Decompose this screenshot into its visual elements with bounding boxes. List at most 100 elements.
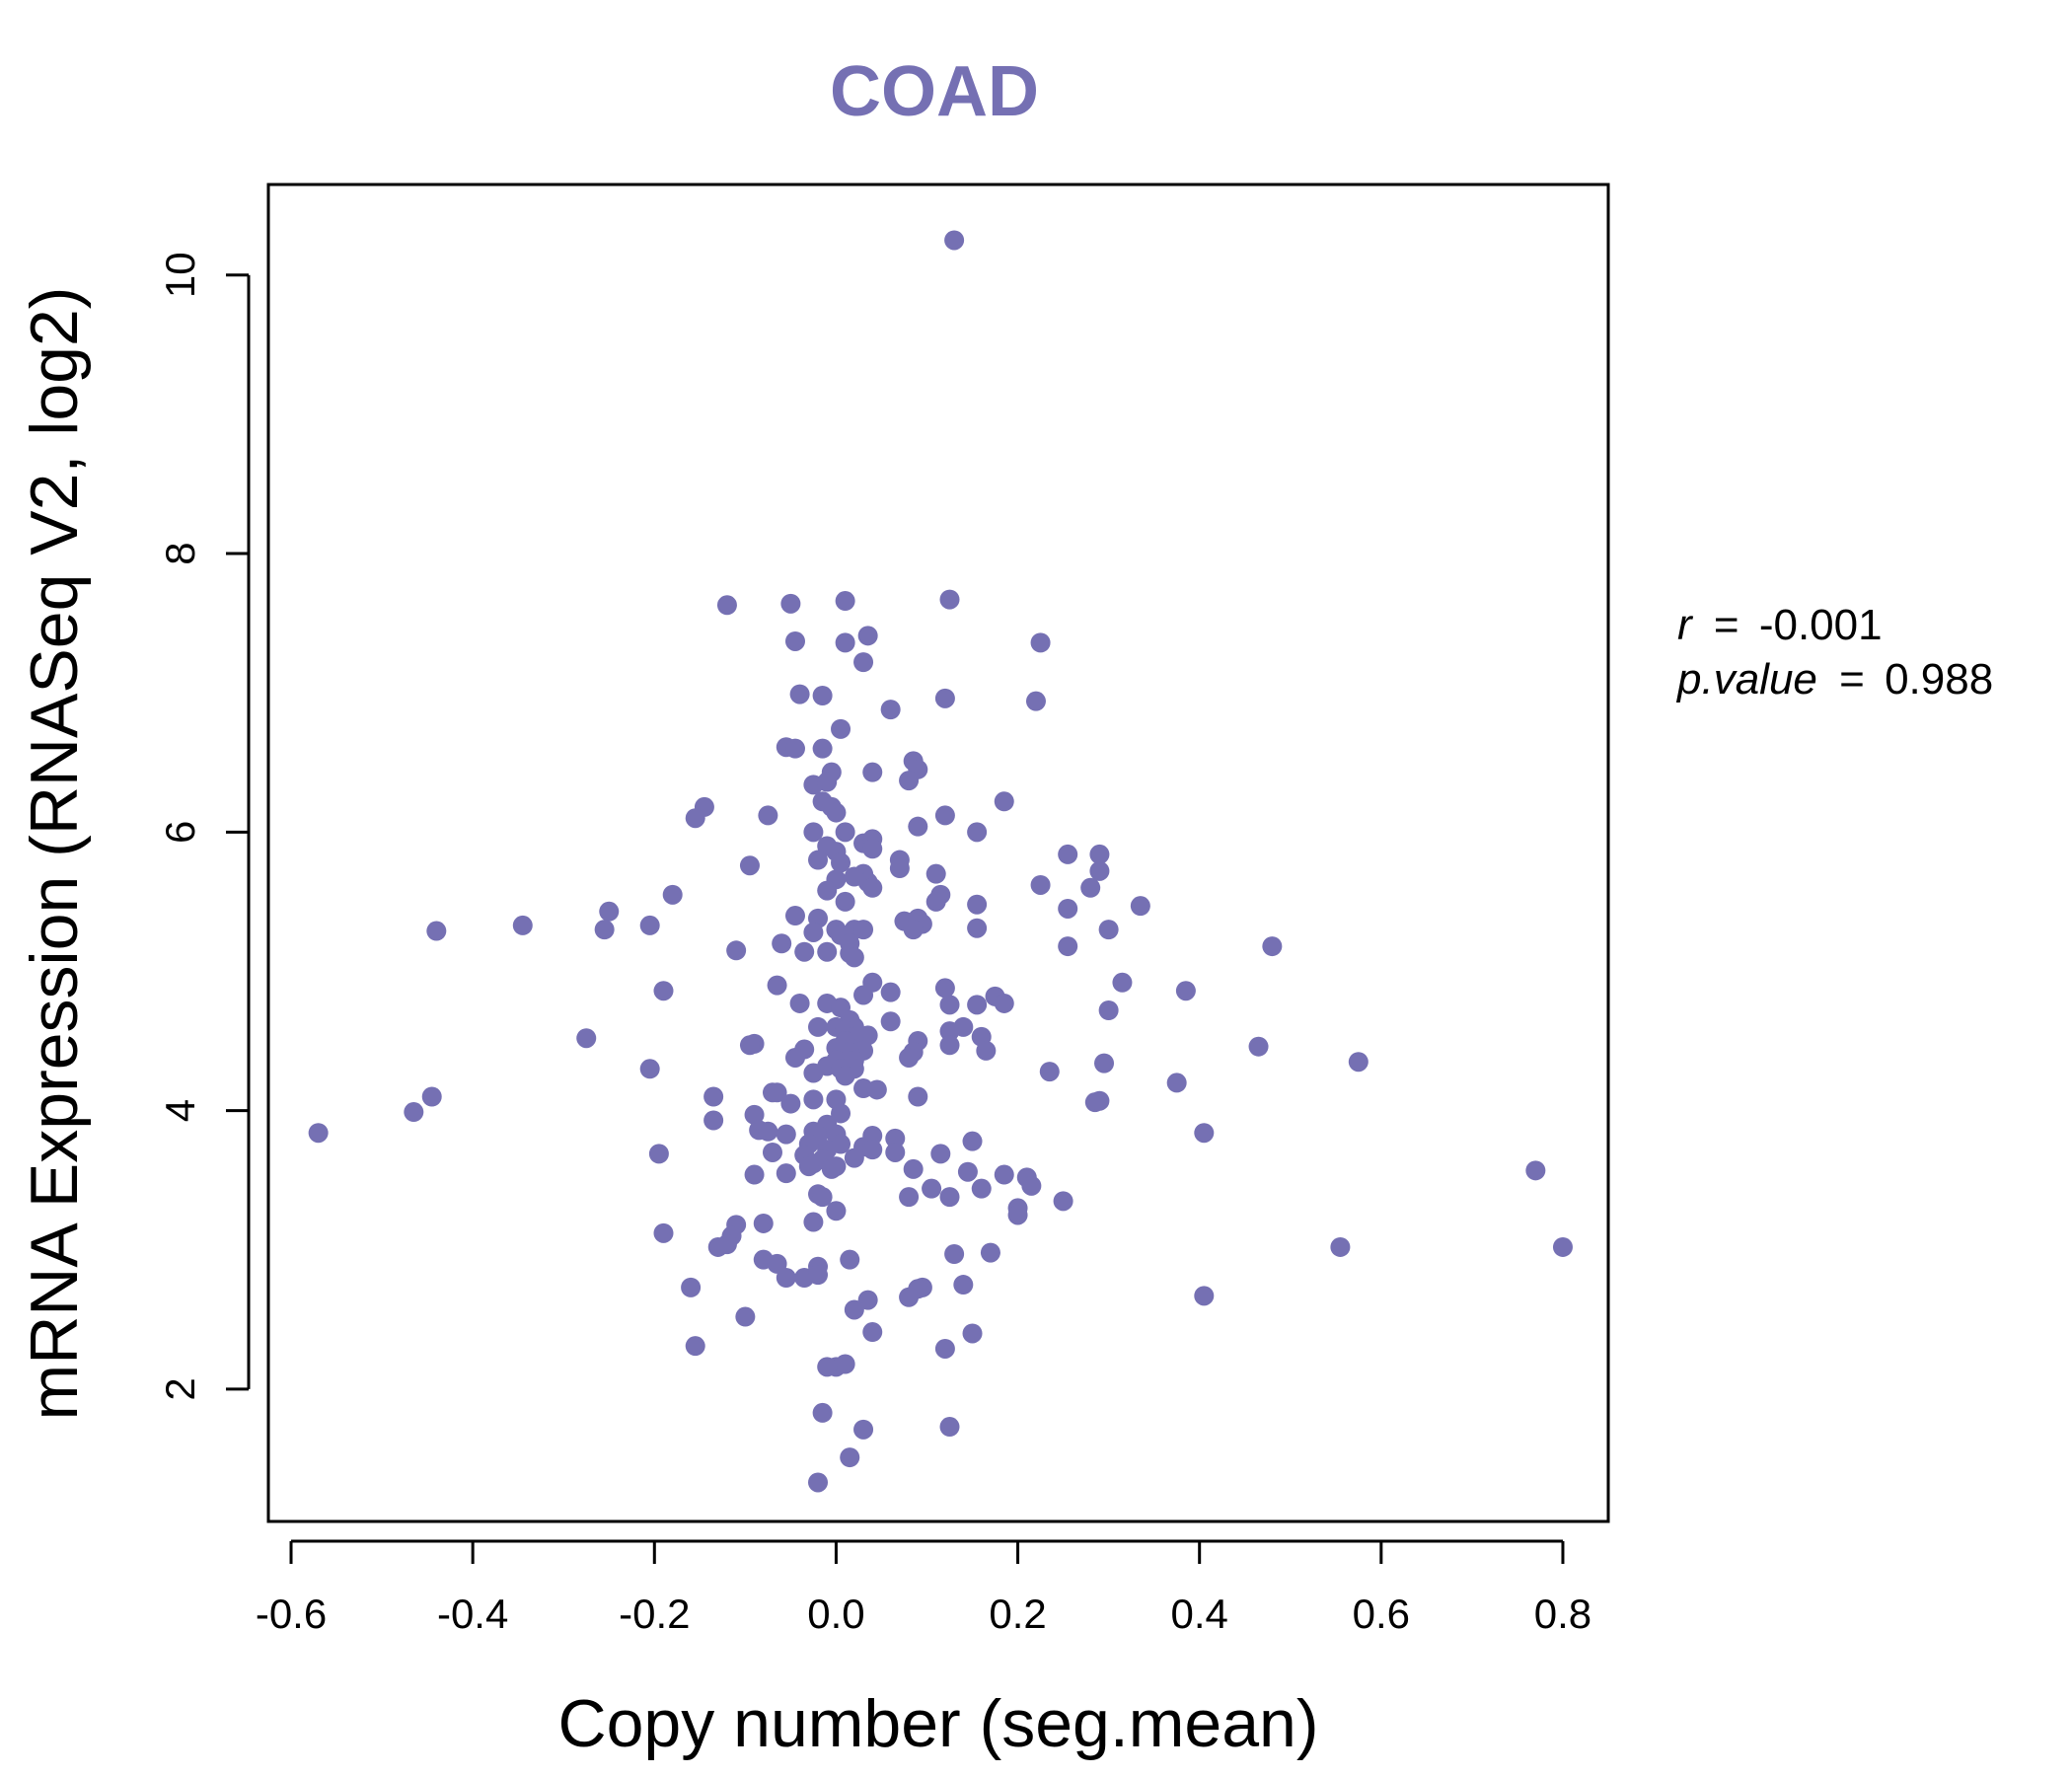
data-point	[994, 1164, 1014, 1185]
data-point	[784, 738, 805, 759]
data-point	[1525, 1160, 1546, 1181]
data-point	[957, 1161, 978, 1182]
y-tick-label: 10	[157, 252, 203, 298]
data-point	[862, 1322, 883, 1343]
data-point	[967, 918, 988, 938]
data-point	[1552, 1236, 1573, 1257]
data-point	[844, 947, 864, 968]
data-point	[862, 1140, 883, 1160]
data-point	[767, 1082, 787, 1103]
x-tick-label: 0.8	[1534, 1591, 1591, 1637]
data-point	[808, 1472, 829, 1493]
data-point	[831, 852, 851, 873]
x-tick-label: 0.2	[989, 1591, 1046, 1637]
data-point	[908, 1086, 928, 1107]
data-point	[744, 1104, 765, 1125]
data-point	[944, 230, 965, 251]
data-point	[880, 700, 901, 720]
data-point	[925, 891, 946, 912]
data-point	[739, 855, 760, 876]
data-point	[835, 822, 855, 843]
data-point	[812, 1187, 833, 1208]
data-point	[817, 772, 838, 792]
data-point	[784, 1047, 805, 1068]
x-tick-label: -0.2	[619, 1591, 690, 1637]
data-point	[803, 922, 824, 942]
data-point	[826, 1201, 847, 1221]
data-point	[1166, 1073, 1187, 1093]
data-point	[776, 1124, 796, 1145]
data-point	[803, 1063, 824, 1083]
data-point	[653, 1222, 674, 1243]
data-point	[934, 978, 955, 999]
data-point	[962, 1323, 983, 1344]
data-point	[934, 805, 955, 826]
data-point	[853, 920, 874, 940]
data-point	[1030, 874, 1051, 895]
data-point	[421, 1086, 442, 1107]
data-point	[922, 1178, 942, 1199]
data-point	[772, 933, 792, 954]
r-statistic: r = -0.001	[1677, 601, 1883, 649]
data-point	[889, 858, 910, 879]
data-point	[812, 686, 833, 706]
data-point	[1058, 898, 1078, 919]
data-point	[840, 1447, 860, 1468]
data-point	[803, 1212, 824, 1232]
data-point	[653, 981, 674, 1001]
x-axis: -0.6 -0.4 -0.2 0.0 0.2 0.4 0.6 0.8	[256, 1539, 1591, 1637]
data-point	[962, 1131, 983, 1151]
y-tick-label: 8	[157, 542, 203, 564]
data-point	[835, 591, 855, 612]
data-point	[939, 1187, 960, 1208]
data-point	[1007, 1205, 1028, 1225]
x-tick-label: -0.4	[437, 1591, 508, 1637]
r-equals: =	[1714, 601, 1739, 649]
data-point	[599, 901, 620, 922]
x-axis-label: Copy number (seg.mean)	[557, 1686, 1318, 1761]
data-point	[512, 915, 533, 935]
p-statistic: p.value = 0.988	[1675, 655, 1993, 703]
data-point	[967, 894, 988, 915]
data-point	[308, 1123, 329, 1144]
data-point	[1025, 691, 1046, 711]
data-point	[862, 762, 883, 782]
data-point	[594, 920, 615, 940]
data-point	[857, 626, 878, 646]
data-point	[784, 906, 805, 926]
data-point	[944, 1244, 965, 1264]
data-point	[1098, 920, 1119, 940]
r-value: -0.001	[1759, 601, 1883, 649]
data-point	[753, 1213, 774, 1233]
data-point	[1030, 632, 1051, 653]
data-point	[939, 995, 960, 1015]
x-tick-label: -0.6	[256, 1591, 327, 1637]
data-point	[934, 1338, 955, 1359]
x-tick-label: 0.6	[1353, 1591, 1410, 1637]
data-point	[784, 630, 805, 651]
chart-title: COAD	[830, 52, 1039, 131]
data-point	[780, 1093, 801, 1114]
data-point	[762, 1142, 782, 1162]
data-point	[844, 1299, 864, 1320]
data-point	[1130, 896, 1150, 917]
data-point	[899, 1047, 920, 1068]
points-layer	[308, 230, 1573, 1493]
data-point	[404, 1102, 424, 1123]
data-point	[862, 839, 883, 859]
data-point	[808, 1265, 829, 1286]
data-point	[789, 684, 810, 704]
data-point	[808, 1016, 829, 1037]
data-point	[767, 1253, 787, 1274]
data-point	[1089, 844, 1110, 864]
data-point	[994, 791, 1014, 812]
data-point	[840, 1249, 860, 1270]
data-point	[826, 802, 847, 823]
y-tick-label: 6	[157, 821, 203, 844]
data-point	[1021, 1175, 1042, 1196]
data-point	[885, 1128, 906, 1148]
data-point	[758, 1121, 778, 1142]
data-point	[831, 718, 851, 739]
data-point	[726, 940, 747, 961]
